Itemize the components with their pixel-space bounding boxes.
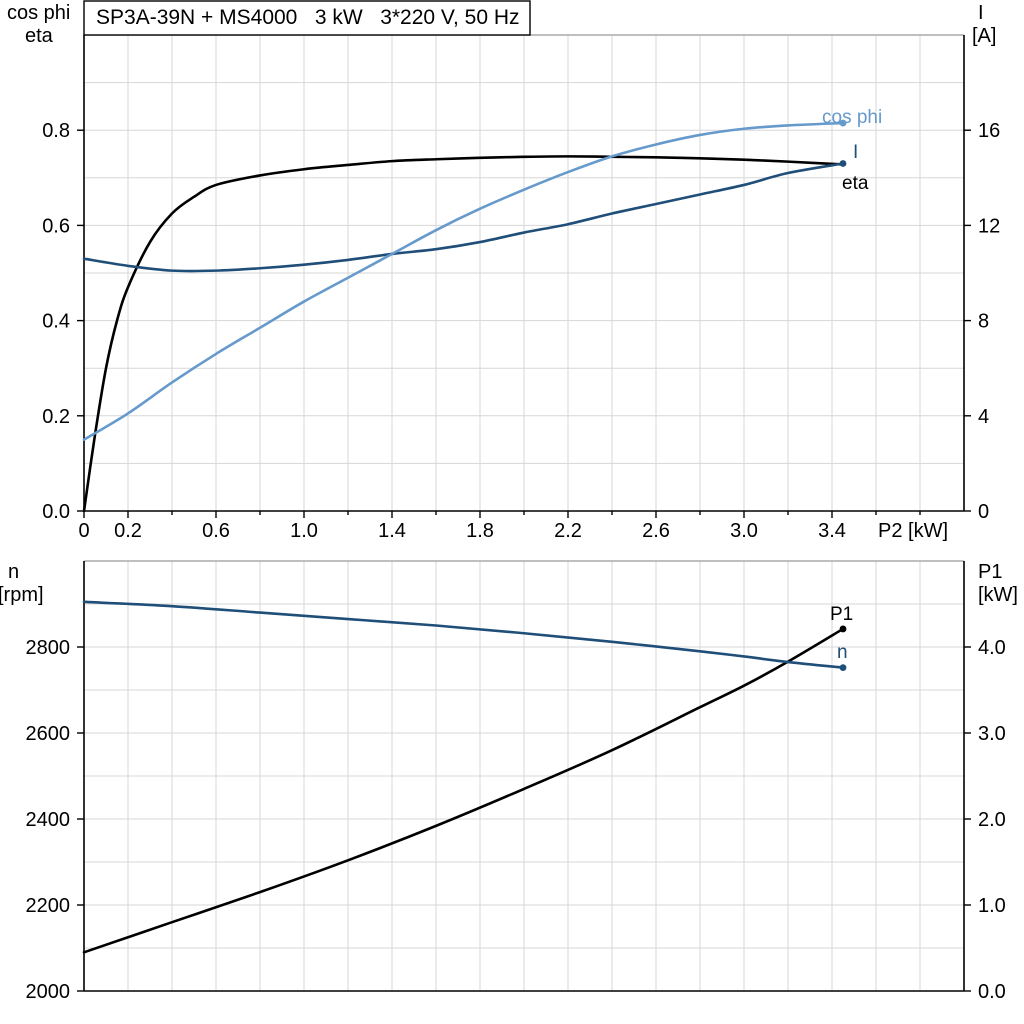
svg-text:3.0: 3.0: [730, 520, 758, 542]
svg-text:I: I: [978, 2, 984, 24]
svg-text:0.6: 0.6: [42, 215, 70, 237]
svg-text:eta: eta: [842, 173, 869, 194]
svg-text:2800: 2800: [26, 637, 71, 659]
svg-text:cos phi: cos phi: [822, 107, 882, 128]
svg-text:0: 0: [78, 520, 89, 542]
svg-text:SP3A-39N + MS4000 3 kW 3*2: SP3A-39N + MS4000 3 kW 3*220 V, 50 Hz: [96, 6, 520, 29]
svg-text:1.8: 1.8: [466, 520, 494, 542]
svg-text:[rpm]: [rpm]: [0, 584, 44, 606]
svg-text:2600: 2600: [26, 723, 71, 745]
svg-text:2.6: 2.6: [642, 520, 670, 542]
svg-text:2400: 2400: [26, 809, 71, 831]
svg-text:0.6: 0.6: [202, 520, 230, 542]
svg-text:cos phi: cos phi: [7, 2, 70, 24]
svg-text:3.4: 3.4: [818, 520, 846, 542]
svg-text:0.8: 0.8: [42, 120, 70, 142]
svg-text:[A]: [A]: [972, 25, 996, 47]
svg-text:2000: 2000: [26, 981, 71, 1003]
svg-text:2.0: 2.0: [978, 809, 1006, 831]
svg-text:0.2: 0.2: [42, 406, 70, 428]
svg-text:3.0: 3.0: [978, 723, 1006, 745]
svg-text:4: 4: [978, 406, 989, 428]
svg-text:12: 12: [978, 215, 1000, 237]
svg-text:n: n: [837, 642, 848, 663]
svg-text:0.2: 0.2: [114, 520, 142, 542]
svg-text:0.0: 0.0: [42, 501, 70, 523]
svg-text:eta: eta: [25, 25, 54, 47]
svg-text:16: 16: [978, 120, 1000, 142]
svg-text:1.0: 1.0: [978, 895, 1006, 917]
svg-text:1.0: 1.0: [290, 520, 318, 542]
svg-text:I: I: [853, 142, 858, 163]
svg-text:[kW]: [kW]: [978, 584, 1018, 606]
svg-text:P2 [kW]: P2 [kW]: [878, 520, 948, 542]
svg-text:2.2: 2.2: [554, 520, 582, 542]
svg-text:2200: 2200: [26, 895, 71, 917]
svg-text:0.4: 0.4: [42, 311, 70, 333]
svg-text:8: 8: [978, 311, 989, 333]
svg-text:P1: P1: [830, 604, 853, 625]
svg-text:0: 0: [978, 501, 989, 523]
svg-text:n: n: [8, 561, 19, 583]
svg-text:0.0: 0.0: [978, 981, 1006, 1003]
svg-text:4.0: 4.0: [978, 637, 1006, 659]
svg-text:1.4: 1.4: [378, 520, 406, 542]
svg-text:P1: P1: [978, 561, 1002, 583]
